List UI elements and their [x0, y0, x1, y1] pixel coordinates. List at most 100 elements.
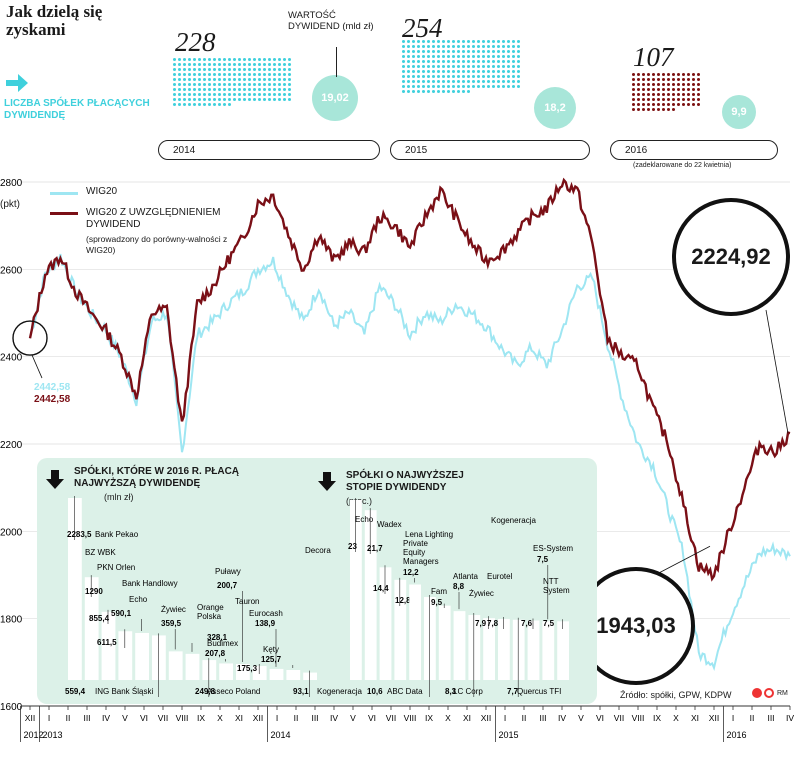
company-dot	[637, 88, 640, 91]
company-dot	[178, 83, 181, 86]
bar-name-label: Atlanta	[453, 572, 478, 581]
panel-bar	[453, 611, 466, 680]
company-dot	[208, 68, 211, 71]
bar-name-label: NTT	[543, 577, 559, 586]
company-dot	[452, 60, 455, 63]
company-dot	[447, 55, 450, 58]
x-month-label: XII	[25, 713, 35, 723]
company-dot	[502, 80, 505, 83]
company-dot	[203, 88, 206, 91]
company-dot	[672, 98, 675, 101]
company-dot	[667, 73, 670, 76]
company-dot	[273, 63, 276, 66]
bar-value-label: 7,9	[475, 619, 487, 628]
company-dot	[268, 73, 271, 76]
company-dot	[233, 78, 236, 81]
company-dot	[412, 60, 415, 63]
company-dot	[273, 58, 276, 61]
company-dot	[228, 83, 231, 86]
company-dot	[193, 78, 196, 81]
panel-bar	[468, 615, 481, 680]
company-dot	[288, 98, 291, 101]
x-month-label: III	[311, 713, 318, 723]
company-dot	[652, 108, 655, 111]
end-pointer-wig20div	[765, 309, 789, 434]
company-dot	[692, 93, 695, 96]
company-dot	[422, 45, 425, 48]
bar-name-label: Żywiec	[469, 589, 494, 598]
bar-name-label: Equity	[403, 548, 425, 557]
company-dot	[697, 83, 700, 86]
company-dot	[462, 60, 465, 63]
arrow-down-icon	[46, 470, 64, 489]
company-dot	[482, 60, 485, 63]
company-dot	[442, 40, 445, 43]
x-month-label: X	[217, 713, 223, 723]
company-dot	[672, 83, 675, 86]
company-dot	[253, 88, 256, 91]
company-dot	[238, 98, 241, 101]
company-dot	[243, 63, 246, 66]
company-dot	[492, 70, 495, 73]
company-dot	[482, 65, 485, 68]
company-dot	[462, 45, 465, 48]
company-dot	[482, 70, 485, 73]
company-dot	[233, 83, 236, 86]
company-dot	[258, 63, 261, 66]
x-month-label: I	[48, 713, 50, 723]
company-dot	[183, 83, 186, 86]
company-dot	[457, 65, 460, 68]
company-dot	[248, 58, 251, 61]
company-dot	[203, 103, 206, 106]
company-dot	[507, 85, 510, 88]
company-dot	[672, 93, 675, 96]
company-dot	[228, 63, 231, 66]
panel-bar	[394, 579, 407, 680]
company-dot	[517, 85, 520, 88]
company-dot	[632, 88, 635, 91]
company-dot	[512, 75, 515, 78]
company-dot	[657, 78, 660, 81]
company-dot	[502, 50, 505, 53]
bar-name-label: Tauron	[235, 597, 259, 606]
company-dot	[632, 108, 635, 111]
company-dot	[447, 50, 450, 53]
company-dot	[667, 103, 670, 106]
bar-value-label: 8,3	[445, 687, 457, 696]
company-dot	[442, 65, 445, 68]
company-dot	[437, 50, 440, 53]
company-dot	[198, 88, 201, 91]
x-year-label: 2012	[24, 730, 44, 740]
year-pill-2015: 2015	[390, 140, 590, 160]
company-dot	[263, 83, 266, 86]
company-dot	[412, 50, 415, 53]
panel-bar	[483, 618, 495, 680]
dividend-circle-2016: 9,9	[722, 95, 756, 129]
company-dot	[482, 45, 485, 48]
company-dot	[492, 50, 495, 53]
company-dot	[223, 63, 226, 66]
company-dot	[442, 85, 445, 88]
series-line-wig20div	[28, 177, 791, 582]
company-dot	[178, 98, 181, 101]
company-dot	[278, 88, 281, 91]
company-dot	[213, 58, 216, 61]
company-dot	[283, 73, 286, 76]
company-dot	[173, 73, 176, 76]
company-dot	[238, 68, 241, 71]
company-dot	[288, 73, 291, 76]
company-dot	[263, 93, 266, 96]
company-dot	[243, 78, 246, 81]
company-dot	[642, 93, 645, 96]
company-dot	[183, 103, 186, 106]
company-dot	[253, 73, 256, 76]
company-dot	[442, 75, 445, 78]
company-dot	[667, 108, 670, 111]
y-tick-label: 2800	[0, 178, 23, 189]
company-dot	[442, 70, 445, 73]
company-dot	[213, 103, 216, 106]
company-dot	[662, 73, 665, 76]
company-dot	[258, 58, 261, 61]
company-dot	[512, 70, 515, 73]
company-dot	[517, 45, 520, 48]
